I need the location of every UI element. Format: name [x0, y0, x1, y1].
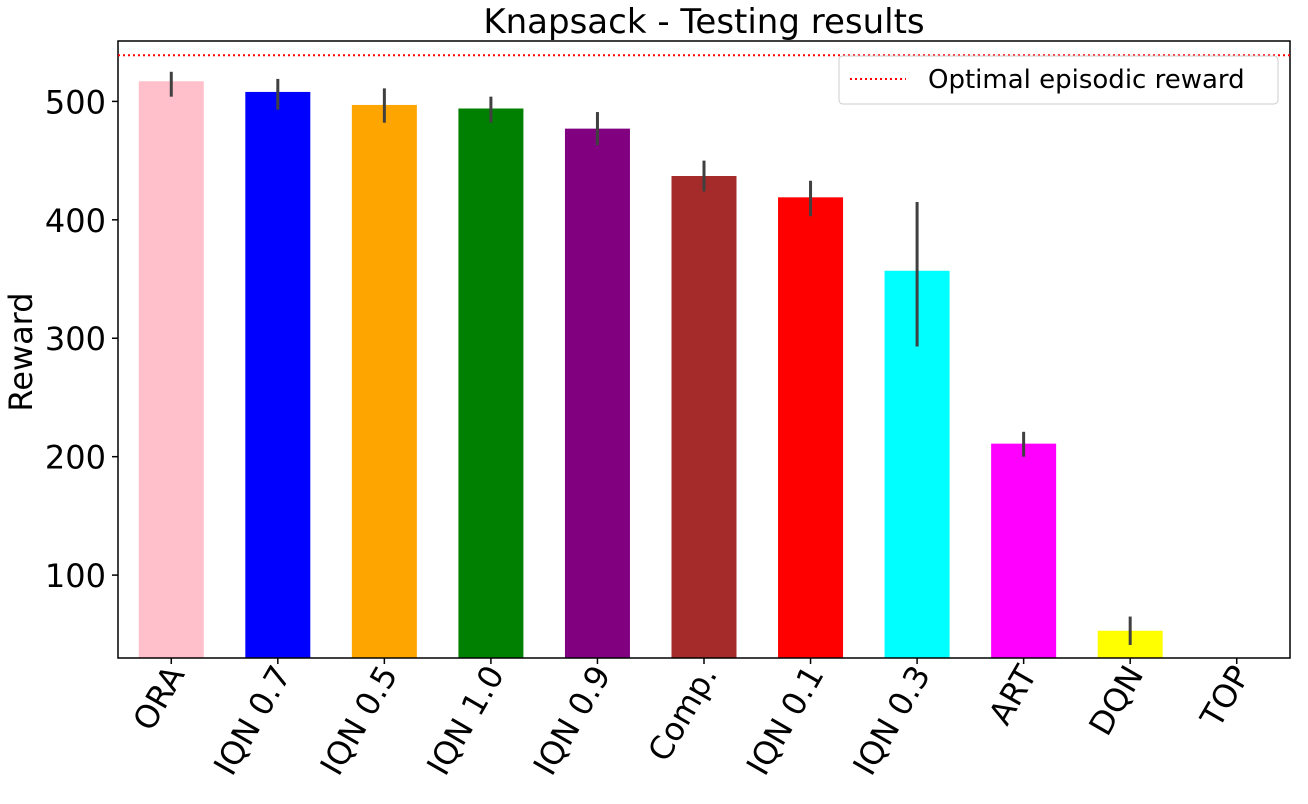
x-tick-label: ART — [981, 659, 1045, 732]
bar-iqn-0-7 — [245, 91, 311, 658]
y-tick-label: 100 — [45, 557, 106, 595]
legend-box — [838, 55, 1279, 105]
bar-iqn-0-1 — [778, 197, 844, 658]
bar-iqn-0-9 — [564, 128, 630, 658]
y-tick-label: 400 — [45, 202, 106, 240]
x-tick-label: IQN 0.5 — [313, 659, 406, 782]
legend: Optimal episodic reward — [838, 55, 1279, 105]
bar-iqn-1-0 — [458, 108, 524, 658]
bar-ora — [138, 81, 204, 658]
y-tick-label: 300 — [45, 320, 106, 358]
legend-entry: Optimal episodic reward — [928, 65, 1245, 95]
x-tick-label: IQN 0.3 — [845, 659, 938, 782]
x-tick-label: Comp. — [640, 659, 725, 768]
x-tick-label: IQN 0.1 — [739, 659, 832, 782]
x-tick-label: IQN 1.0 — [419, 659, 512, 782]
chart-title: Knapsack - Testing results — [483, 2, 924, 42]
x-tick-label: DQN — [1081, 659, 1151, 742]
bar-iqn-0-5 — [351, 104, 417, 658]
y-axis-label: Reward — [2, 292, 40, 411]
x-tick-label: TOP — [1192, 659, 1257, 734]
bar-comp- — [671, 176, 737, 658]
x-tick-label: IQN 0.9 — [526, 659, 619, 782]
y-tick-label: 500 — [45, 83, 106, 121]
x-tick-label: IQN 0.7 — [206, 659, 299, 782]
x-tick-label: ORA — [125, 659, 192, 737]
bar-art — [991, 443, 1057, 658]
y-tick-label: 200 — [45, 439, 106, 477]
